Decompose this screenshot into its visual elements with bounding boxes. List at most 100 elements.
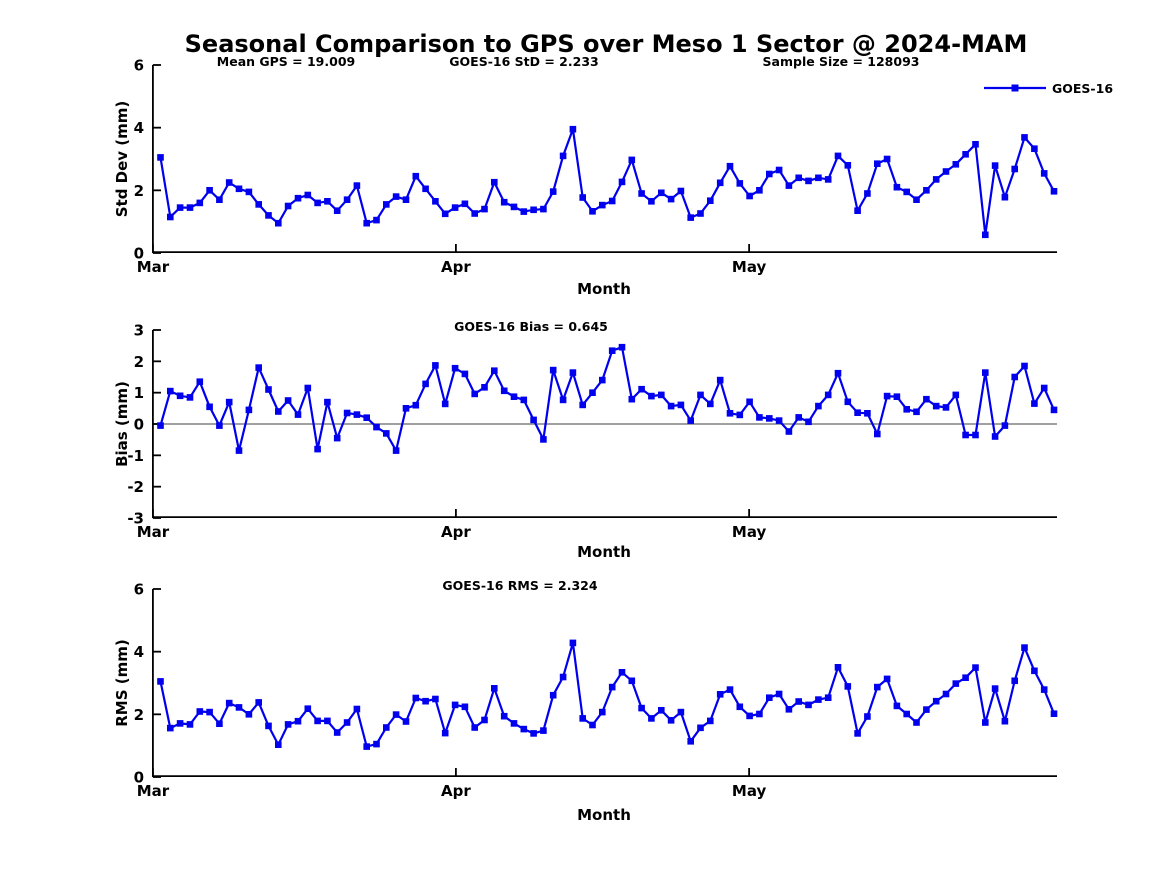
legend: GOES-16 [984,80,1113,96]
stddev-y-ticks: 0 2 4 6 [134,57,161,263]
data-point-marker [314,199,321,207]
data-point-marker [638,190,645,197]
data-point-marker [383,430,390,437]
stddev-axes [152,65,1057,253]
legend-label: GOES-16 [1052,81,1114,96]
data-point-marker [392,193,400,200]
data-point-marker [815,402,822,410]
data-point-marker [648,392,655,400]
data-point-marker [707,400,714,408]
data-point-marker [942,168,950,175]
data-point-marker [893,183,901,191]
data-point-marker [658,391,665,399]
data-point-marker [1021,134,1028,141]
data-point-marker [677,187,685,195]
y-tick-label: 1 [134,384,144,402]
data-point-marker [186,721,194,728]
data-point-marker [167,724,174,732]
stddev-x-ticks: Mar Apr May [137,244,767,276]
y-tick-label: 0 [134,416,144,434]
data-point-marker [766,694,773,701]
data-point-marker [284,721,292,728]
data-point-marker [982,231,989,239]
data-point-marker [167,387,174,395]
data-point-marker [500,387,508,395]
rms-axes [152,589,1057,777]
data-point-marker [726,162,734,170]
data-point-marker [795,174,802,182]
data-point-marker [923,395,930,403]
data-point-marker [569,125,577,133]
data-point-marker [716,179,724,187]
data-point-marker [687,214,694,221]
x-tick-label: Mar [137,523,170,541]
data-point-marker [589,389,596,396]
data-point-marker [265,212,272,219]
data-point-marker [952,680,960,687]
data-point-marker [363,219,370,227]
data-point-marker [756,710,763,718]
x-tick-label: May [732,782,767,800]
x-tick-label: Mar [137,258,170,276]
data-point-marker [481,205,488,213]
data-point-marker [982,719,989,726]
data-point-marker [206,403,213,411]
data-point-marker [883,675,891,683]
data-point-marker [628,395,636,403]
y-tick-label: 4 [134,643,144,661]
data-point-marker [432,362,439,369]
bias-x-axis-label: Month [577,543,631,561]
stddev-y-axis-label: Std Dev (mm) [113,100,131,218]
data-point-marker [874,683,881,691]
data-point-marker [491,178,498,186]
data-point-marker [491,367,498,374]
stddev-x-axis-label: Month [577,280,631,298]
data-point-marker [667,402,675,410]
data-point-marker [520,725,528,733]
data-point-marker [1050,710,1058,717]
data-point-marker [216,196,223,203]
y-tick-label: 6 [134,57,144,75]
data-point-marker [628,156,636,164]
annotation-sample-size: Sample Size = 128093 [762,54,920,69]
data-point-marker [1040,170,1048,177]
data-point-marker [746,712,753,720]
data-point-marker [677,708,685,716]
data-point-marker [559,152,567,160]
data-point-marker [618,343,626,351]
data-point-marker [638,385,645,393]
data-point-marker [903,188,910,196]
data-point-marker [716,691,724,698]
x-tick-label: May [732,258,767,276]
data-point-marker [834,664,842,671]
data-point-marker [422,185,429,193]
data-point-marker [599,708,606,716]
data-point-marker [766,170,773,178]
data-point-marker [216,422,223,429]
data-point-marker [432,695,439,703]
data-point-marker [373,740,380,748]
data-point-marker [913,719,920,726]
data-point-marker [422,697,429,705]
annotation-goes16-std: GOES-16 StD = 2.233 [449,54,599,69]
data-point-marker [392,447,400,454]
stddev-series-line [159,128,1055,236]
data-point-marker [167,213,174,221]
data-point-marker [383,724,390,731]
data-point-marker [441,210,449,218]
data-point-marker [844,162,852,169]
bias-series-line [159,346,1056,452]
stddev-series-markers [157,125,1058,239]
data-point-marker [864,410,871,417]
data-point-marker [255,201,262,208]
data-point-marker [805,177,812,185]
data-point-marker [1031,400,1038,407]
data-point-marker [530,206,537,214]
data-point-marker [903,406,910,413]
data-point-marker [775,417,783,424]
data-point-marker [461,703,469,711]
data-point-marker [510,203,518,211]
data-point-marker [304,191,312,199]
data-point-marker [216,720,223,727]
